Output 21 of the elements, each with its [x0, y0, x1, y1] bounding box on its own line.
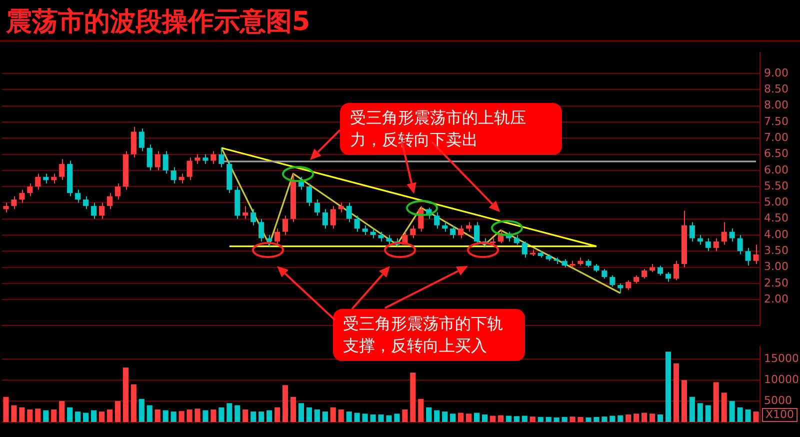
y-axis-title: X100 [766, 408, 794, 421]
chart-title: 震荡市的波段操作示意图5 [6, 6, 310, 39]
y-tick-label: 4.00 [764, 228, 788, 241]
y-tick-label: 6.50 [764, 147, 788, 160]
y-tick-label: 5.00 [764, 196, 788, 209]
annotation: 受三角形震荡市的下轨支撑，反转向上买入 [333, 309, 525, 361]
y-tick-label: 8.50 [764, 82, 788, 96]
y-tick-label: 4.50 [764, 212, 788, 225]
y-tick-label: 10000 [764, 372, 799, 386]
y-tick-label: 5000 [764, 394, 792, 407]
y-tick-label: 7.50 [764, 114, 788, 128]
y-tick-label: 2.00 [764, 292, 788, 306]
y-tick-label: 2.50 [764, 276, 788, 290]
y-tick-label: 15000 [764, 352, 799, 366]
y-tick-label: 7.00 [764, 131, 788, 144]
y-tick-label: 6.00 [764, 163, 788, 176]
y-tick-label: 9.00 [764, 66, 788, 80]
y-tick-label: 8.00 [764, 98, 788, 112]
y-tick-label: 5.50 [764, 179, 788, 192]
y-tick-label: 3.00 [764, 260, 788, 274]
y-tick-label: 3.50 [764, 244, 788, 258]
